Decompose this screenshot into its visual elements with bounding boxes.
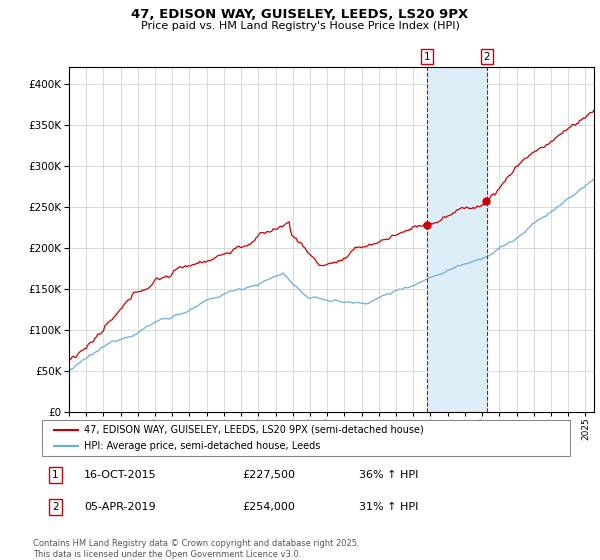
Bar bbox=[427, 67, 487, 412]
Text: £227,500: £227,500 bbox=[242, 470, 296, 480]
Text: 1: 1 bbox=[52, 470, 59, 480]
Text: 47, EDISON WAY, GUISELEY, LEEDS, LS20 9PX: 47, EDISON WAY, GUISELEY, LEEDS, LS20 9P… bbox=[131, 8, 469, 21]
Text: Contains HM Land Registry data © Crown copyright and database right 2025.
This d: Contains HM Land Registry data © Crown c… bbox=[33, 539, 359, 559]
FancyBboxPatch shape bbox=[42, 420, 570, 456]
Text: 36% ↑ HPI: 36% ↑ HPI bbox=[359, 470, 418, 480]
Text: 31% ↑ HPI: 31% ↑ HPI bbox=[359, 502, 418, 512]
Text: 47, EDISON WAY, GUISELEY, LEEDS, LS20 9PX (semi-detached house): 47, EDISON WAY, GUISELEY, LEEDS, LS20 9P… bbox=[84, 425, 424, 435]
Text: 2: 2 bbox=[484, 52, 490, 62]
Text: 05-APR-2019: 05-APR-2019 bbox=[84, 502, 156, 512]
Text: HPI: Average price, semi-detached house, Leeds: HPI: Average price, semi-detached house,… bbox=[84, 441, 320, 451]
Text: Price paid vs. HM Land Registry's House Price Index (HPI): Price paid vs. HM Land Registry's House … bbox=[140, 21, 460, 31]
Text: 16-OCT-2015: 16-OCT-2015 bbox=[84, 470, 157, 480]
Text: 1: 1 bbox=[424, 52, 430, 62]
Text: £254,000: £254,000 bbox=[242, 502, 296, 512]
Text: 2: 2 bbox=[52, 502, 59, 512]
